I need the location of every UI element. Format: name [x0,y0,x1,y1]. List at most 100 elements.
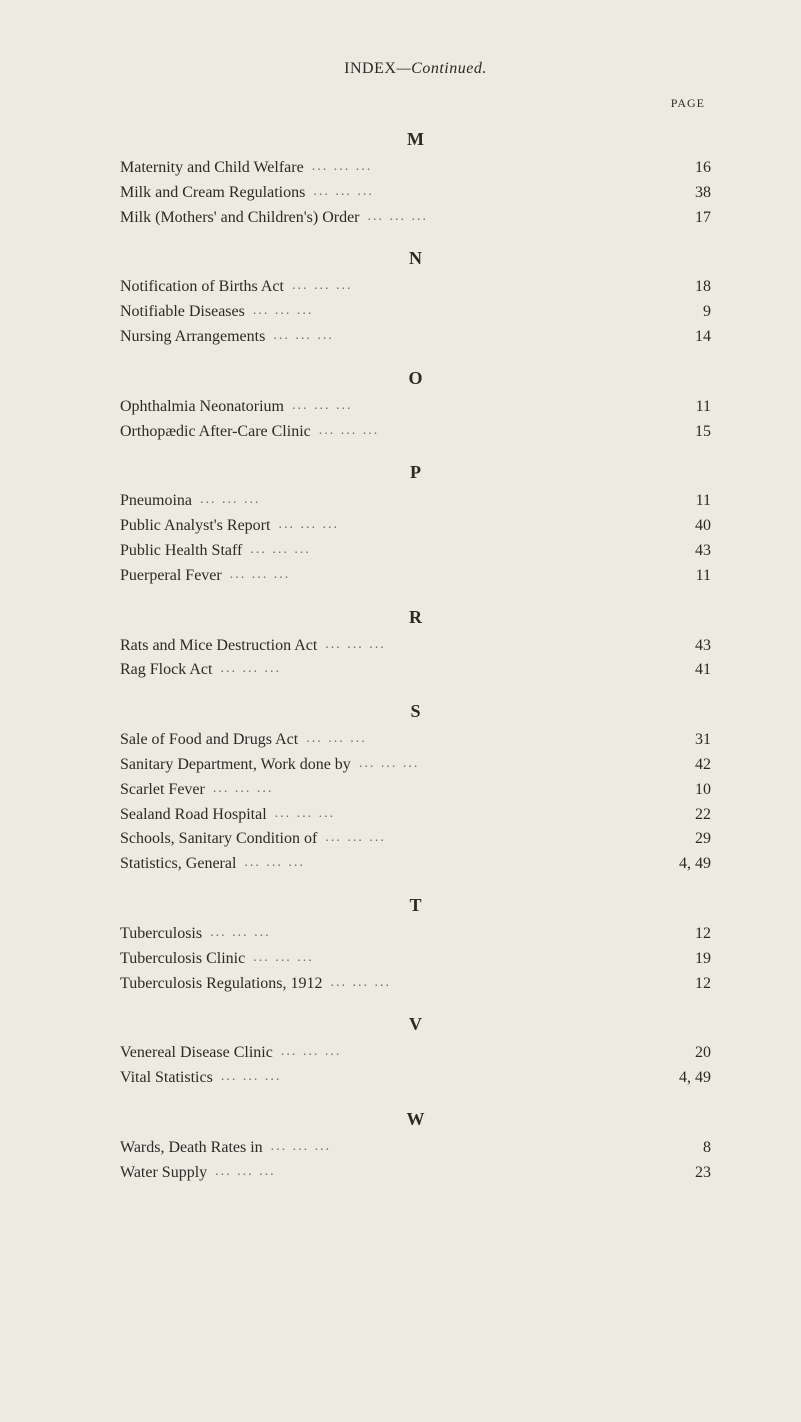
entry-page: 4, 49 [661,1066,711,1091]
leader-dots [253,947,653,963]
index-entry: Rats and Mice Destruction Act 43 [120,634,711,659]
entry-page: 4, 49 [661,852,711,877]
entry-label: Scarlet Fever [120,778,205,803]
index-entry: Pneumoina11 [120,489,711,514]
entry-label: Milk (Mothers' and Children's) Order [120,206,360,231]
section-letter: M [120,129,711,150]
leader-dots [215,1161,653,1177]
entry-label: Schools, Sanitary Condition of [120,827,317,852]
index-sections: MMaternity and Child Welfare16Milk and C… [120,129,711,1186]
leader-dots [319,420,653,436]
leader-dots [313,181,653,197]
index-entry: Puerperal Fever11 [120,564,711,589]
index-entry: Milk (Mothers' and Children's) Order 17 [120,206,711,231]
entry-label: Public Analyst's Report [120,514,270,539]
entry-label: Pneumoina [120,489,192,514]
entry-page: 11 [661,395,711,420]
index-entry: Schools, Sanitary Condition of 29 [120,827,711,852]
entry-page: 41 [661,658,711,683]
entry-page: 18 [661,275,711,300]
index-entry: Sale of Food and Drugs Act31 [120,728,711,753]
entry-page: 12 [661,922,711,947]
section-letter: R [120,607,711,628]
entry-page: 40 [661,514,711,539]
continued-label: —Continued. [396,60,486,77]
entry-label: Wards, Death Rates in [120,1136,263,1161]
index-entry: Public Health Staff43 [120,539,711,564]
section-letter: V [120,1014,711,1035]
leader-dots [331,972,653,988]
index-entry: Scarlet Fever 10 [120,778,711,803]
leader-dots [325,827,653,843]
entry-page: 17 [661,206,711,231]
entry-label: Nursing Arrangements [120,325,265,350]
entry-label: Tuberculosis Clinic [120,947,245,972]
entry-page: 8 [661,1136,711,1161]
entry-page: 23 [661,1161,711,1186]
index-entry: Tuberculosis Regulations, 1912 12 [120,972,711,997]
section-letter: O [120,368,711,389]
entry-page: 10 [661,778,711,803]
leader-dots [220,658,653,674]
entry-label: Orthopædic After-Care Clinic [120,420,311,445]
section-letter: T [120,895,711,916]
entry-page: 15 [661,420,711,445]
leader-dots [368,206,654,222]
entry-page: 43 [661,634,711,659]
entry-label: Maternity and Child Welfare [120,156,304,181]
entry-label: Sealand Road Hospital [120,803,267,828]
page-column-label: PAGE [120,96,711,111]
index-entry: Nursing Arrangements14 [120,325,711,350]
leader-dots [253,300,653,316]
entry-label: Notifiable Diseases [120,300,245,325]
index-entry: Venereal Disease Clinic 20 [120,1041,711,1066]
index-entry: Notifiable Diseases 9 [120,300,711,325]
leader-dots [292,275,653,291]
entry-page: 38 [661,181,711,206]
index-entry: Statistics, General4, 49 [120,852,711,877]
entry-label: Vital Statistics [120,1066,213,1091]
index-entry: Ophthalmia Neonatorium 11 [120,395,711,420]
index-entry: Vital Statistics 4, 49 [120,1066,711,1091]
index-entry: Tuberculosis Clinic 19 [120,947,711,972]
section-letter: W [120,1109,711,1130]
index-label: INDEX [344,60,396,77]
section-letter: S [120,701,711,722]
index-page: INDEX—Continued. PAGE M Maternity and Chi… [0,0,801,1422]
leader-dots [312,156,653,172]
index-entry: Milk and Cream Regulations 38 [120,181,711,206]
entry-label: Tuberculosis Regulations, 1912 [120,972,323,997]
leader-dots [244,852,653,868]
entry-label: Rag Flock Act [120,658,212,683]
leader-dots [306,728,653,744]
index-entry: Orthopædic After-Care Clinic 15 [120,420,711,445]
entry-label: Tuberculosis [120,922,202,947]
entry-label: Venereal Disease Clinic [120,1041,273,1066]
leader-dots [292,395,653,411]
index-entry: Wards, Death Rates in 8 [120,1136,711,1161]
entry-page: 22 [661,803,711,828]
entry-page: 12 [661,972,711,997]
entry-label: Milk and Cream Regulations [120,181,305,206]
entry-page: 9 [661,300,711,325]
index-entry: Rag Flock Act 41 [120,658,711,683]
leader-dots [325,634,653,650]
entry-page: 29 [661,827,711,852]
entry-page: 16 [661,156,711,181]
leader-dots [359,753,653,769]
leader-dots [271,1136,653,1152]
entry-page: 19 [661,947,711,972]
index-entry: Notification of Births Act18 [120,275,711,300]
index-entry: Water Supply23 [120,1161,711,1186]
leader-dots [230,564,653,580]
index-entry: Sanitary Department, Work done by42 [120,753,711,778]
entry-label: Rats and Mice Destruction Act [120,634,317,659]
entry-label: Sale of Food and Drugs Act [120,728,298,753]
leader-dots [281,1041,653,1057]
leader-dots [213,778,653,794]
entry-page: 20 [661,1041,711,1066]
index-entry: Sealand Road Hospital 22 [120,803,711,828]
entry-label: Ophthalmia Neonatorium [120,395,284,420]
page-header: INDEX—Continued. [120,60,711,78]
leader-dots [278,514,653,530]
